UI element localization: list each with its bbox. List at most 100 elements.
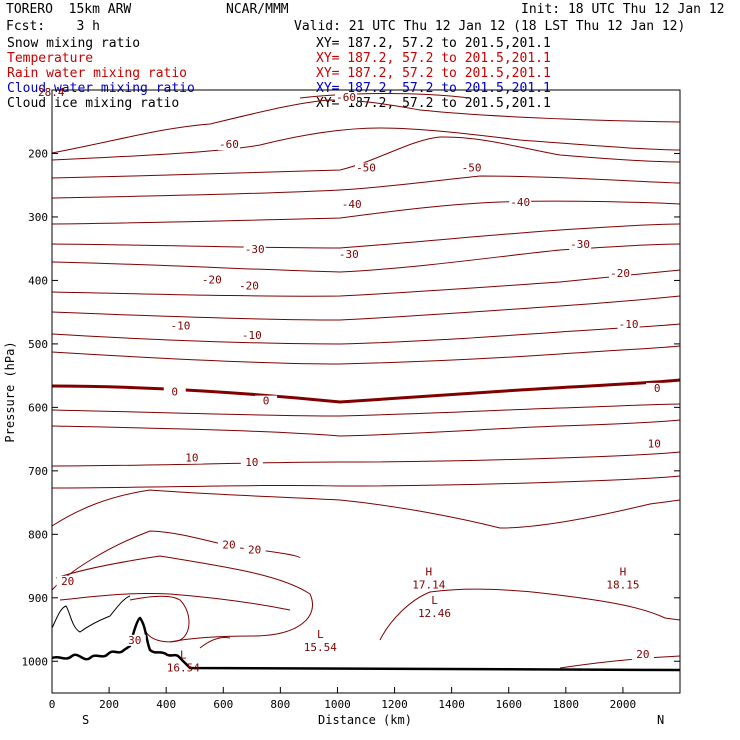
contour-label: -40 <box>342 198 362 211</box>
contour-label-bg <box>169 320 192 332</box>
isotherm-contours <box>51 93 681 669</box>
x-tick-label: 0 <box>49 698 56 711</box>
extremum-value: 15.54 <box>304 641 337 654</box>
contour-label-bg <box>200 274 223 286</box>
isotherm-minus60-upper <box>299 93 471 99</box>
y-axis-title: Pressure (hPa) <box>3 341 17 442</box>
y-tick-label: 800 <box>28 528 48 541</box>
contour-label: 10 <box>185 452 198 465</box>
contour-label-bg <box>243 544 266 556</box>
contour-label: -40 <box>510 196 530 209</box>
contour-label-bg <box>180 452 203 464</box>
contour-label: 0 <box>171 386 178 399</box>
contour-label-bg <box>617 318 640 330</box>
extremum-value: 17.14 <box>412 578 445 591</box>
contour-label: 10 <box>245 456 258 469</box>
isotherm-plus25 <box>129 595 190 643</box>
isotherm-minus50b <box>51 175 681 199</box>
top-left-value: 28.4 <box>38 86 65 99</box>
isotherm-minus60 <box>51 99 681 154</box>
contour-label-bg <box>217 539 240 551</box>
x-end-north: N <box>657 713 664 727</box>
isotherm-minus40 <box>51 200 681 225</box>
contour-label: -20 <box>202 273 222 286</box>
y-tick-label: 700 <box>28 465 48 478</box>
field-rain-xy: XY= 187.2, 57.2 to 201.5,201.1 <box>316 66 551 81</box>
extremum-type: H <box>620 565 627 578</box>
contour-label: 10 <box>648 438 661 451</box>
contour-label-bg <box>240 330 263 342</box>
contour-label-bg <box>609 267 632 279</box>
contour-labels: -60 -60 -50 -50 -40 -40 -30 -30 -30 -20 -20 -20 -10 -… <box>56 91 669 661</box>
x-tick-label: 1800 <box>553 698 580 711</box>
field-cloudice-name: Cloud ice mixing ratio <box>7 96 180 111</box>
isotherm-plus5b <box>51 419 681 437</box>
y-tick-label: 1000 <box>22 655 49 668</box>
contour-label-bg <box>340 198 363 210</box>
org-label: NCAR/MMM <box>226 2 289 17</box>
contour-label-bg <box>569 238 592 250</box>
field-rain-name: Rain water mixing ratio <box>7 66 188 81</box>
contour-label-bg <box>163 386 186 398</box>
contour-label-bg <box>255 395 278 407</box>
isotherm-plus12 <box>51 475 681 489</box>
contour-label-bg <box>237 280 260 292</box>
x-axis-title: Distance (km) <box>318 713 412 727</box>
isotherm-zero <box>51 378 681 404</box>
contour-label: -10 <box>619 318 639 331</box>
x-axis-ticks: 0 200 400 600 800 1000 1200 1400 1600 1800 2000 <box>49 687 636 711</box>
extremum-type: H <box>425 565 432 578</box>
init-time: Init: 18 UTC Thu 12 Jan 12 <box>521 2 725 17</box>
contour-label: -60 <box>219 138 239 151</box>
extremum-value: 16.54 <box>167 662 200 675</box>
extremum-type: L <box>180 649 187 662</box>
plot-axes <box>51 89 681 694</box>
contour-label: 0 <box>654 382 661 395</box>
contour-label: -10 <box>171 320 191 333</box>
contour-label-bg <box>460 162 483 174</box>
contour-label: -30 <box>339 248 359 261</box>
field-snow-xy: XY= 187.2, 57.2 to 201.5,201.1 <box>316 36 551 51</box>
contour-label: -50 <box>462 162 482 175</box>
contour-label: -50 <box>356 162 376 175</box>
isotherm-small-left <box>199 637 231 649</box>
contour-label-bg <box>335 92 358 104</box>
terrain-profile <box>51 616 681 672</box>
contour-label-bg <box>217 139 240 151</box>
plot-frame <box>51 89 681 694</box>
model-title: TORERO 15km ARW <box>6 2 132 17</box>
contour-label-bg <box>243 243 266 255</box>
isotherm-plus20b <box>59 592 291 611</box>
snow-mixing-ratio-contour <box>51 595 131 633</box>
contour-label: -10 <box>242 329 262 342</box>
isotherm-minus10b <box>51 345 681 365</box>
y-tick-label: 600 <box>28 401 48 414</box>
valid-time: Valid: 21 UTC Thu 12 Jan 12 (18 LST Thu … <box>294 19 686 34</box>
x-tick-label: 1000 <box>324 698 351 711</box>
field-cloudwater-xy: XY= 187.2, 57.2 to 201.5,201.1 <box>316 81 551 96</box>
isotherm-minus50 <box>51 136 681 179</box>
y-tick-label: 900 <box>28 592 48 605</box>
contour-label: 20 <box>248 544 261 557</box>
isotherm-plus20 <box>51 530 301 591</box>
isotherm-minus40b <box>51 223 681 249</box>
contour-label-bg <box>643 438 666 450</box>
terrain-line <box>51 616 681 672</box>
extremum-value: 12.46 <box>418 607 451 620</box>
field-snow-name: Snow mixing ratio <box>7 36 141 51</box>
field-temp-name: Temperature <box>7 51 94 66</box>
x-tick-label: 1400 <box>438 698 465 711</box>
contour-label-bg <box>631 648 654 660</box>
x-tick-label: 1600 <box>495 698 522 711</box>
contour-label: 20 <box>636 648 649 661</box>
contour-label: 30 <box>128 634 141 647</box>
contour-label-bg <box>240 457 263 469</box>
contour-label: 20 <box>61 575 74 588</box>
isotherm-minus30b <box>51 269 681 297</box>
y-tick-label: 500 <box>28 338 48 351</box>
extremum-type: L <box>431 594 438 607</box>
isotherm-minus60b <box>51 127 681 161</box>
contour-label-bg <box>646 382 669 394</box>
